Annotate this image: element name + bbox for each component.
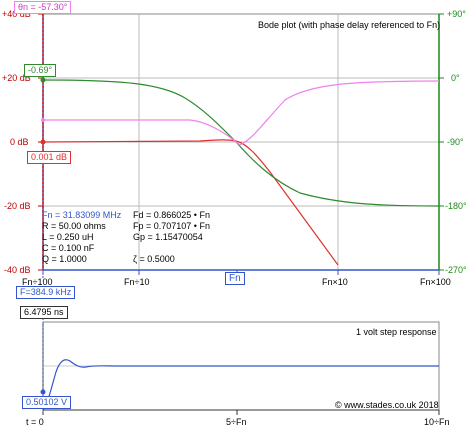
frequency-tick-label: Fn×10 <box>322 277 348 287</box>
param-fd: Fd = 0.866025 • Fn <box>133 210 210 220</box>
phase-tick-label: -270° <box>445 265 467 275</box>
step-marker <box>40 389 46 395</box>
time-tick-label: 10÷Fn <box>424 417 450 427</box>
delay-marker <box>41 118 45 122</box>
param-fp: Fp = 0.707107 • Fn <box>133 221 210 231</box>
frequency-tick-label: Fn÷100 <box>22 277 53 287</box>
param-blank <box>133 243 210 254</box>
gain-tick-label: +40 dB <box>2 9 31 19</box>
gain-readout[interactable]: 0.001 dB <box>27 151 72 164</box>
voltage-readout[interactable]: 0.50102 V <box>22 396 72 409</box>
param-r: R = 50.00 ohms <box>42 221 106 231</box>
phase-tick-label: -180° <box>445 201 467 211</box>
gain-tick-label: +20 dB <box>2 73 31 83</box>
phase-tick-label: 0° <box>451 73 460 83</box>
phase-delay-readout[interactable]: θn = -57.30° <box>14 1 72 14</box>
bode-title: Bode plot (with phase delay referenced t… <box>258 20 441 30</box>
time-readout[interactable]: 6.4795 ns <box>20 306 68 319</box>
param-fn: Fn = 31.83099 MHz <box>42 210 122 220</box>
phase-delay-curve <box>43 80 440 146</box>
gain-tick-label: -20 dB <box>4 201 31 211</box>
gain-tick-label: -40 dB <box>4 265 31 275</box>
parameters-left: Fn = 31.83099 MHz R = 50.00 ohms L = 0.2… <box>42 210 121 265</box>
param-gp: Gp = 1.15470054 <box>133 232 203 242</box>
fn-marker-button[interactable]: Fn <box>225 272 245 285</box>
frequency-tick-label: Fn×100 <box>420 277 451 287</box>
time-tick-label: 5÷Fn <box>226 417 247 427</box>
phase-readout[interactable]: -0.69° <box>24 64 57 77</box>
parameters-right: Fd = 0.866025 • Fn Fp = 0.707107 • Fn Gp… <box>133 210 210 265</box>
phase-tick-label: -90° <box>447 137 464 147</box>
param-c: C = 0.100 nF <box>42 243 95 253</box>
phase-tick-label: +90° <box>447 9 466 19</box>
param-l: L = 0.250 uH <box>42 232 94 242</box>
time-tick-label: t = 0 <box>26 417 44 427</box>
gain-tick-label: 0 dB <box>10 137 29 147</box>
step-response-curve <box>42 359 439 411</box>
frequency-readout[interactable]: F=384.9 kHz <box>16 286 76 299</box>
copyright: © www.stades.co.uk 2018 <box>335 400 439 410</box>
frequency-tick-label: Fn÷10 <box>124 277 150 287</box>
param-zeta: ζ = 0.5000 <box>133 254 175 264</box>
phase-marker <box>40 77 46 83</box>
param-q: Q = 1.0000 <box>42 254 87 264</box>
gain-marker <box>40 139 46 145</box>
step-title: 1 volt step response <box>356 327 437 337</box>
